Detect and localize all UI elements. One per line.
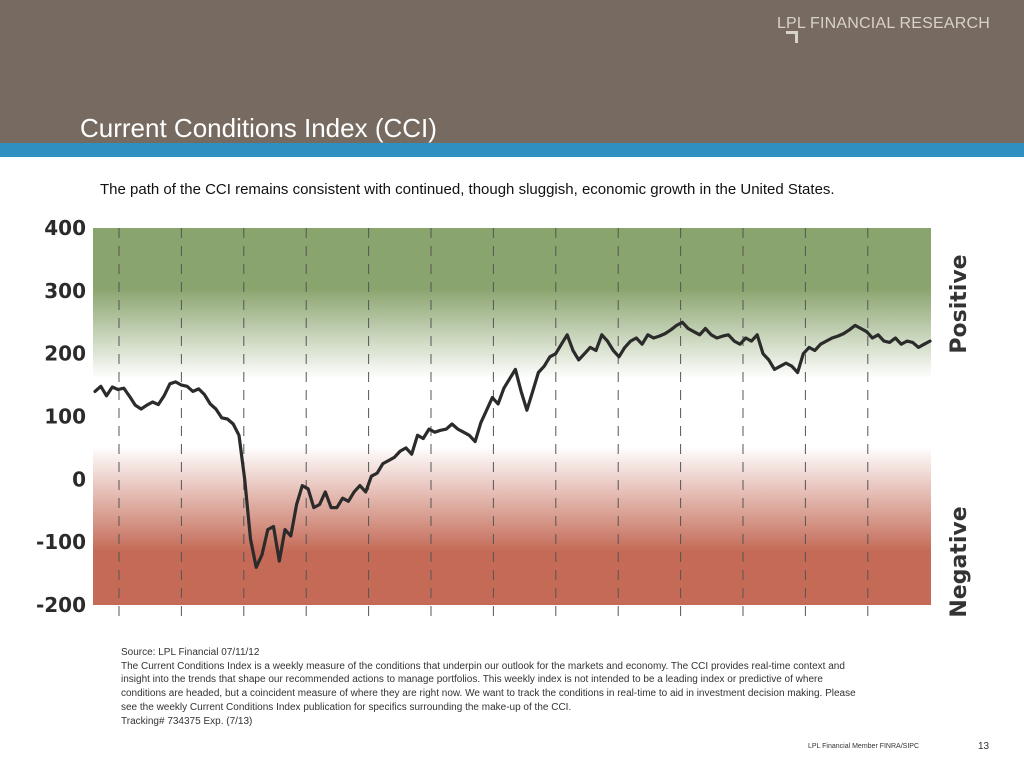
footnote-tracking: Tracking# 734375 Exp. (7/13) (121, 715, 253, 727)
cci-series-line (93, 320, 932, 569)
chart-plot-background (93, 228, 931, 605)
footnote-source: Source: LPL Financial 07/11/12 (121, 647, 260, 658)
footnote: Source: LPL Financial 07/11/12 The Curre… (121, 646, 866, 728)
y-tick-label: 300 (44, 279, 86, 303)
y-tick-label: 100 (44, 405, 86, 429)
brand-label: LPL FINANCIAL RESEARCH (776, 15, 990, 32)
cci-chart: 400 300 200 100 0 -100 -200 Positive Negative (36, 216, 972, 618)
y-tick-label: -200 (36, 593, 86, 617)
footer-member: LPL Financial Member FINRA/SIPC (808, 743, 919, 750)
chart-subtitle: The path of the CCI remains consistent w… (100, 181, 835, 198)
y-tick-label: 200 (44, 342, 86, 366)
positive-zone-label: Positive (947, 254, 972, 353)
page-number: 13 (978, 741, 990, 752)
y-tick-label: -100 (36, 530, 86, 554)
negative-zone-label: Negative (947, 506, 972, 617)
y-tick-label: 0 (72, 467, 86, 491)
header-band (0, 0, 1024, 143)
page-title: Current Conditions Index (CCI) (80, 113, 437, 143)
header-stripe (0, 143, 1024, 157)
gridlines (118, 228, 869, 618)
footnote-body: The Current Conditions Index is a weekly… (121, 660, 856, 713)
y-axis-ticks: 400 300 200 100 0 -100 -200 (36, 216, 86, 617)
brand-mark-icon (786, 31, 798, 43)
y-tick-label: 400 (44, 216, 86, 240)
